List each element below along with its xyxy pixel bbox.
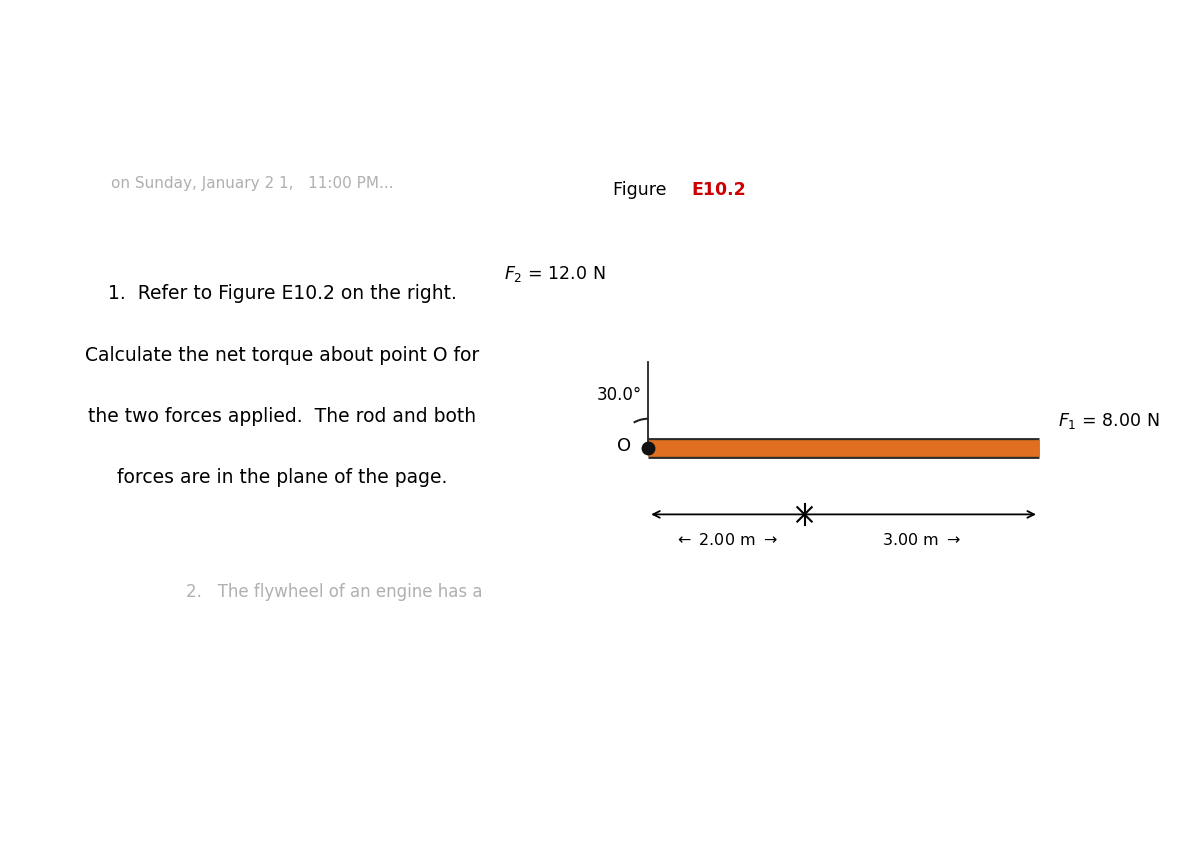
Text: O: O: [617, 437, 631, 456]
Text: $F_1$ = 8.00 N: $F_1$ = 8.00 N: [1058, 411, 1159, 430]
Text: E10.2: E10.2: [691, 181, 746, 199]
Text: 30.0°: 30.0°: [596, 386, 642, 404]
Text: 3.00 m $\rightarrow$: 3.00 m $\rightarrow$: [882, 532, 961, 548]
Text: Figure: Figure: [613, 181, 672, 199]
Text: on Sunday, January 2 1,   11:00 PM...: on Sunday, January 2 1, 11:00 PM...: [110, 176, 394, 191]
Text: $\leftarrow$ 2.00 m $\rightarrow$: $\leftarrow$ 2.00 m $\rightarrow$: [674, 532, 779, 548]
Text: 2.   The flywheel of an engine has a: 2. The flywheel of an engine has a: [186, 583, 482, 602]
Text: forces are in the plane of the page.: forces are in the plane of the page.: [116, 469, 448, 487]
Text: 1.  Refer to Figure E10.2 on the right.: 1. Refer to Figure E10.2 on the right.: [108, 285, 456, 303]
Text: the two forces applied.  The rod and both: the two forces applied. The rod and both: [88, 407, 476, 426]
Text: Calculate the net torque about point O for: Calculate the net torque about point O f…: [85, 346, 479, 365]
Text: $F_2$ = 12.0 N: $F_2$ = 12.0 N: [504, 263, 605, 284]
